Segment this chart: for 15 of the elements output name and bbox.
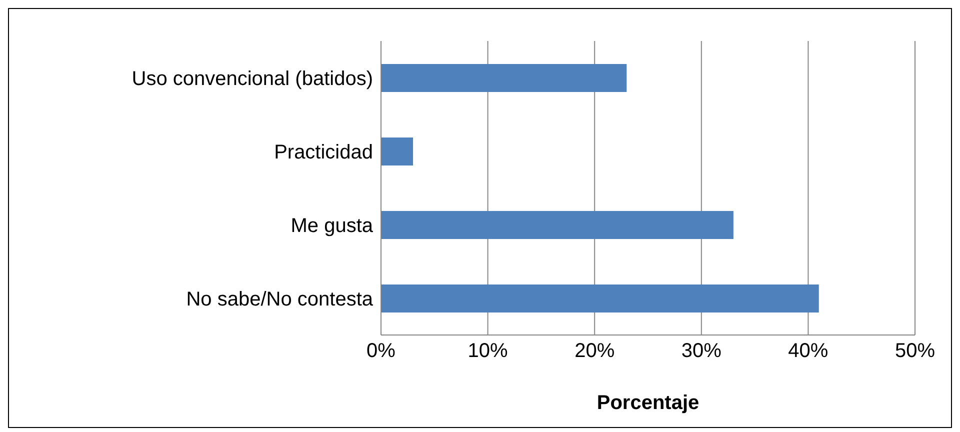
bar — [381, 64, 627, 92]
x-tick-label: 50% — [894, 340, 936, 362]
x-tick-label: 20% — [574, 340, 615, 362]
x-axis-title: Porcentaje — [596, 392, 700, 414]
bar — [381, 284, 819, 312]
x-tick-label: 0% — [366, 340, 396, 362]
x-tick-label: 10% — [468, 340, 508, 362]
y-tick-label: Practicidad — [274, 141, 373, 164]
x-tick-label: 40% — [788, 340, 828, 362]
y-tick-label: Me gusta — [290, 214, 374, 237]
y-tick-label: Uso convencional (batidos) — [132, 68, 373, 90]
bar — [381, 138, 414, 166]
y-tick-label: No sabe/No contesta — [186, 288, 374, 310]
bar — [381, 211, 734, 239]
x-tick-label: 30% — [681, 340, 722, 362]
